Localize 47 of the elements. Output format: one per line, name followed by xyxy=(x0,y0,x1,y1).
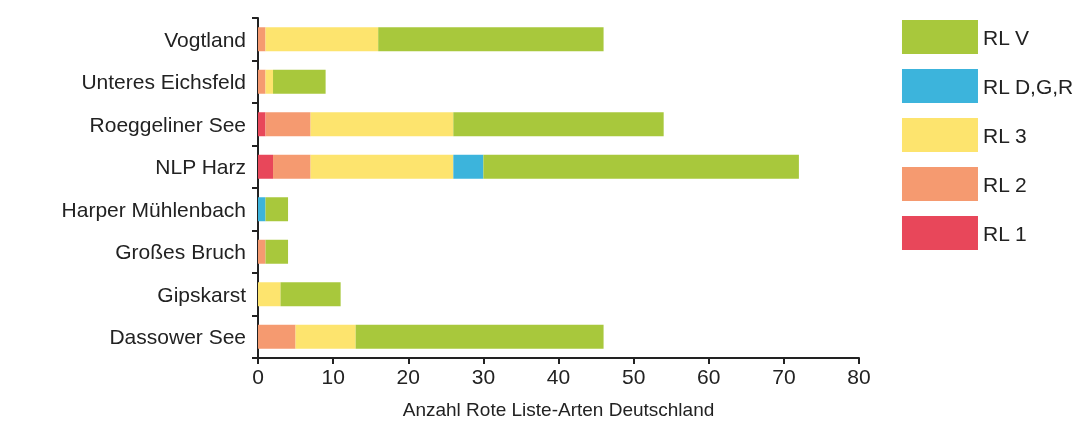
legend-label: RL 1 xyxy=(982,221,1027,245)
bar xyxy=(280,282,341,307)
bar xyxy=(258,324,296,349)
x-tick-label: 10 xyxy=(321,365,345,388)
bar xyxy=(258,69,266,94)
bar xyxy=(258,112,266,137)
legend-label: RL D,G,R xyxy=(982,74,1074,98)
bar xyxy=(265,112,311,137)
bar xyxy=(378,27,604,52)
y-tick-label: Roeggeliner See xyxy=(89,112,246,136)
legend-label: RL 2 xyxy=(982,172,1027,196)
x-tick-label: 80 xyxy=(847,365,871,388)
bar xyxy=(265,27,379,52)
y-tick-label: Gipskarst xyxy=(157,282,247,306)
bar xyxy=(453,154,484,179)
x-tick-label: 0 xyxy=(252,365,264,388)
x-tick-label: 50 xyxy=(621,365,646,388)
legend-label: RL 3 xyxy=(982,123,1027,147)
x-tick-label: 30 xyxy=(471,365,496,388)
y-tick-label: NLP Harz xyxy=(155,155,246,179)
bar xyxy=(258,282,281,307)
x-tick-label: 20 xyxy=(396,365,420,388)
bar xyxy=(258,197,266,222)
bar xyxy=(258,154,274,179)
bar xyxy=(265,239,289,264)
x-tick-label: 60 xyxy=(697,365,721,388)
bar xyxy=(273,154,311,179)
bar xyxy=(453,112,664,137)
y-tick-label: Harper Mühlenbach xyxy=(61,197,246,221)
bar xyxy=(310,154,454,179)
bar xyxy=(265,197,289,222)
bar xyxy=(310,112,454,137)
y-tick-label: Großes Bruch xyxy=(115,240,246,264)
x-tick-label: 70 xyxy=(772,365,796,388)
bar xyxy=(483,154,799,179)
y-tick-label: Unteres Eichsfeld xyxy=(81,70,246,94)
y-tick-label: Dassower See xyxy=(109,325,246,349)
bar xyxy=(295,324,356,349)
bar xyxy=(258,27,266,52)
bar xyxy=(355,324,604,349)
bar xyxy=(258,239,266,264)
legend-label: RL V xyxy=(982,25,1029,49)
bar xyxy=(273,69,326,94)
y-tick-label: Vogtland xyxy=(164,27,246,51)
bar xyxy=(265,69,274,94)
x-axis-title: Anzahl Rote Liste-Arten Deutschland xyxy=(402,399,715,420)
x-tick-label: 40 xyxy=(546,365,571,388)
